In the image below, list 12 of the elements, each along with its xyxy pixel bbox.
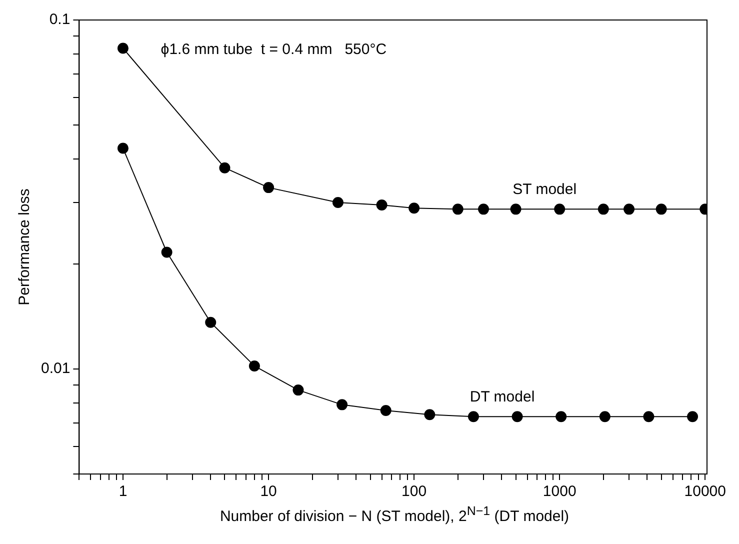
series-label: ST model xyxy=(512,180,577,198)
x-tick-label: 100 xyxy=(402,483,427,500)
y-axis-title: Performance loss xyxy=(16,188,34,306)
y-tick-label: 0.1 xyxy=(49,11,70,28)
x-tick-label: 1000 xyxy=(542,483,576,500)
x-axis-title: Number of division − N (ST model), 2$^{N−1}$ (DT model) xyxy=(218,504,570,525)
series-label: DT model xyxy=(470,388,535,406)
x-tick-label: 10000 xyxy=(684,483,726,500)
annotation: ϕ1.6 mm tube t = 0.4 mm 550°C xyxy=(160,41,387,58)
y-tick-label: 0.01 xyxy=(40,360,70,378)
x-tick-label: 1 xyxy=(118,483,128,500)
x-tick-label: 10 xyxy=(260,483,277,500)
